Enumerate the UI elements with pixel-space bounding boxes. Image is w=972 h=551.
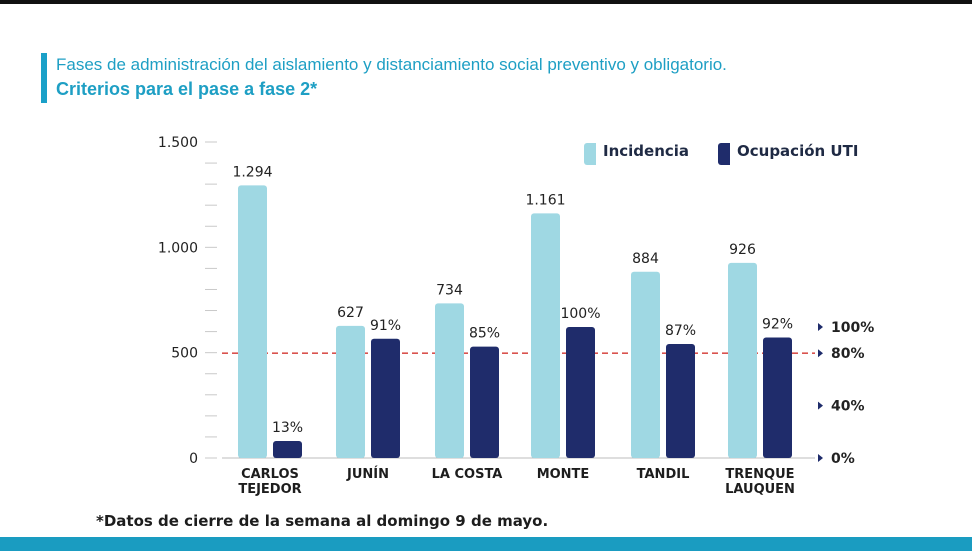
incidencia-value-label: 884 (632, 251, 659, 267)
y-left-tick-label: 0 (189, 451, 198, 467)
incidencia-bar (238, 185, 267, 458)
incidencia-value-label: 1.161 (525, 192, 565, 208)
incidencia-value-label: 926 (729, 242, 756, 258)
ocupacion-bar (371, 338, 400, 458)
y-left-tick-label: 1.500 (158, 135, 198, 151)
ocupacion-value-label: 91% (370, 318, 401, 334)
top-border (0, 0, 972, 4)
footnote: *Datos de cierre de la semana al domingo… (96, 512, 549, 530)
y-right-tick-marker (818, 349, 823, 358)
incidencia-value-label: 734 (436, 282, 463, 298)
y-right-tick-marker (818, 323, 823, 331)
x-tick-label: JUNÍN (346, 466, 389, 482)
ocupacion-value-label: 92% (762, 316, 793, 332)
y-left-tick-label: 500 (171, 346, 198, 362)
legend-label-ocupacion: Ocupación UTI (737, 142, 859, 160)
ocupacion-value-label: 87% (665, 323, 696, 339)
ocupacion-value-label: 85% (469, 326, 500, 342)
incidencia-bar (336, 325, 365, 458)
ocupacion-bar (666, 344, 695, 458)
ocupacion-value-label: 100% (560, 306, 600, 322)
x-tick-label: TANDIL (637, 467, 690, 482)
y-left-tick-label: 1.000 (158, 240, 198, 256)
ocupacion-bar (470, 346, 499, 458)
legend-label-incidencia: Incidencia (603, 142, 690, 160)
ocupacion-bar (566, 327, 595, 458)
y-right-tick-label: 100% (831, 320, 874, 336)
incidencia-bar (435, 303, 464, 458)
incidencia-bar (728, 262, 757, 458)
chart-title: Criterios para el pase a fase 2* (56, 79, 318, 99)
y-right-tick-label: 40% (831, 399, 865, 415)
incidencia-bar (531, 213, 560, 458)
incidencia-value-label: 1.294 (232, 164, 272, 180)
y-right-tick-marker (818, 454, 823, 462)
y-right-tick-label: 0% (831, 451, 855, 467)
incidencia-value-label: 627 (337, 305, 364, 321)
x-tick-label: TRENQUE LAUQUEN (725, 467, 795, 497)
y-right-tick-marker (818, 401, 823, 410)
title-accent-bar (41, 53, 47, 103)
incidencia-bar (631, 271, 660, 458)
x-tick-label: CARLOS TEJEDOR (238, 467, 301, 497)
ocupacion-bar (763, 337, 792, 458)
bottom-band (0, 537, 972, 551)
ocupacion-bar (273, 440, 302, 458)
x-tick-label: MONTE (537, 467, 590, 482)
x-tick-label: LA COSTA (432, 467, 503, 482)
y-right-tick-label: 80% (831, 346, 865, 362)
legend-swatch-incidencia (584, 143, 596, 165)
ocupacion-value-label: 13% (272, 420, 303, 436)
legend-swatch-ocupacion (718, 143, 730, 165)
chart-subtitle: Fases de administración del aislamiento … (56, 55, 727, 74)
